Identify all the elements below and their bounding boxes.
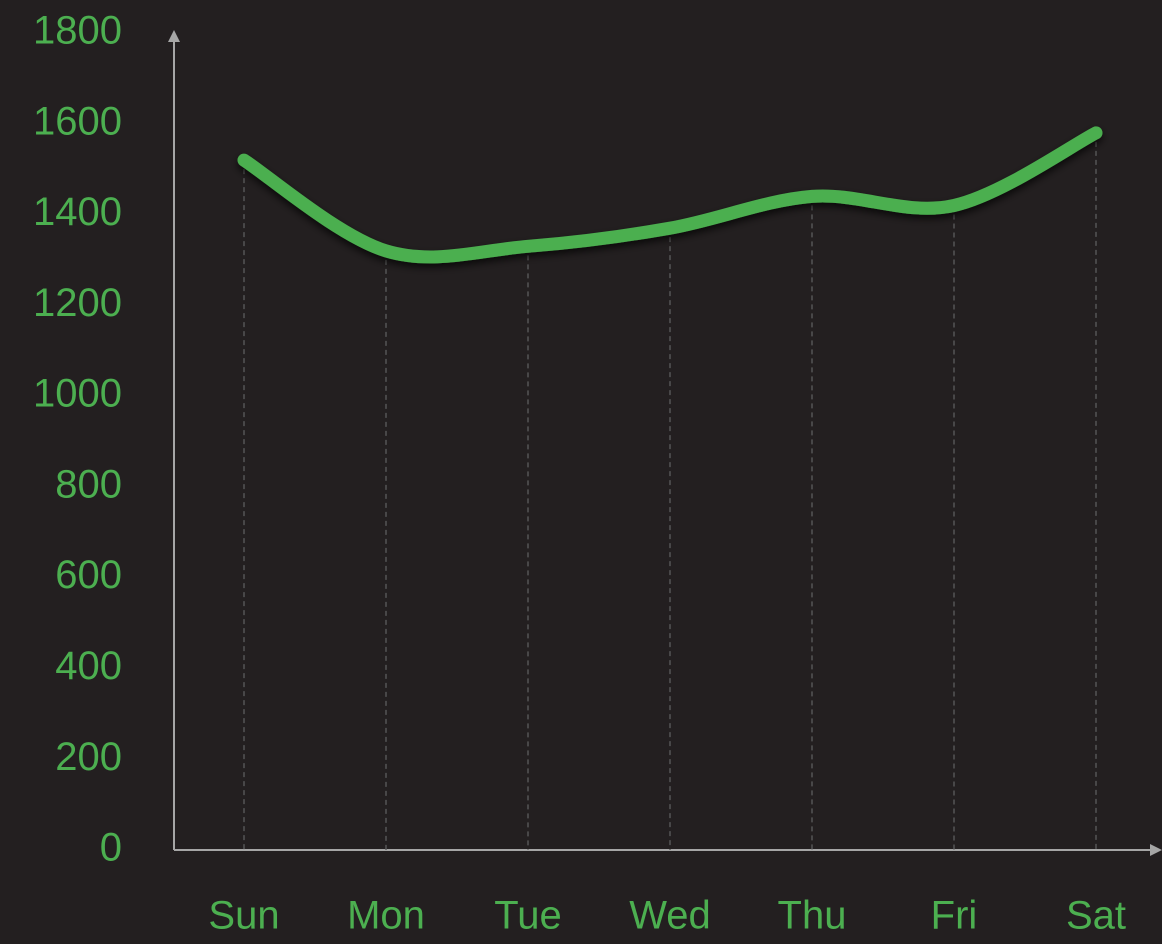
line-series: [237, 126, 1103, 264]
y-tick-label: 1000: [33, 372, 122, 416]
y-tick-label: 600: [55, 553, 122, 597]
x-tick-label: Mon: [347, 894, 425, 938]
y-tick-label: 1800: [33, 9, 122, 53]
x-tick-label: Wed: [629, 894, 711, 938]
x-tick-label: Sun: [208, 894, 279, 938]
x-tick-label: Thu: [778, 894, 847, 938]
y-tick-label: 0: [100, 826, 122, 870]
x-tick-label: Fri: [931, 894, 978, 938]
y-tick-label: 400: [55, 644, 122, 688]
y-tick-label: 1200: [33, 281, 122, 325]
y-tick-label: 1400: [33, 190, 122, 234]
y-tick-label: 800: [55, 462, 122, 506]
y-tick-label: 200: [55, 735, 122, 779]
y-tick-label: 1600: [33, 99, 122, 143]
x-tick-label: Sat: [1066, 894, 1126, 938]
x-tick-label: Tue: [494, 894, 561, 938]
